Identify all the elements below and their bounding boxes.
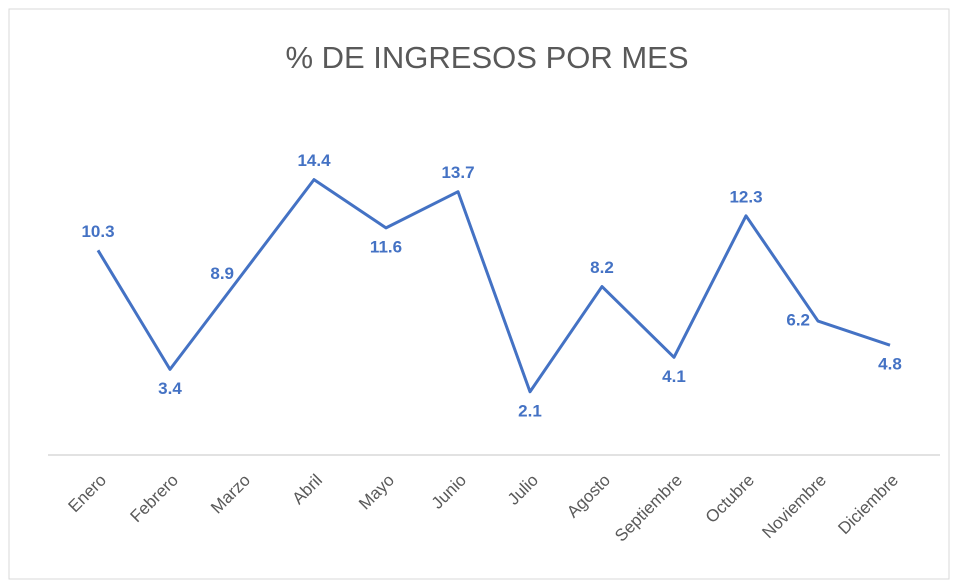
data-label: 2.1 [518,401,542,420]
data-label: 6.2 [786,311,810,330]
data-label: 13.7 [441,163,474,182]
data-label: 3.4 [158,379,182,398]
chart-border [8,8,950,580]
data-label: 4.8 [878,355,902,374]
data-line [96,178,891,394]
data-label: 10.3 [81,222,114,241]
data-label: 14.4 [297,151,331,170]
data-label: 4.1 [662,367,686,386]
chart-title: % DE INGRESOS POR MES [285,40,688,75]
data-label: 11.6 [370,237,402,256]
data-label: 8.2 [590,258,614,277]
data-label: 8.9 [210,264,234,283]
data-label: 12.3 [729,187,762,206]
